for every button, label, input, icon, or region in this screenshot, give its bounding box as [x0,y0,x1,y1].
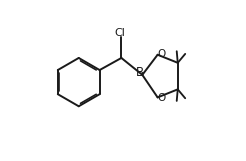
Text: O: O [157,93,165,103]
Text: B: B [136,66,144,79]
Text: O: O [157,49,165,59]
Text: Cl: Cl [115,28,125,38]
